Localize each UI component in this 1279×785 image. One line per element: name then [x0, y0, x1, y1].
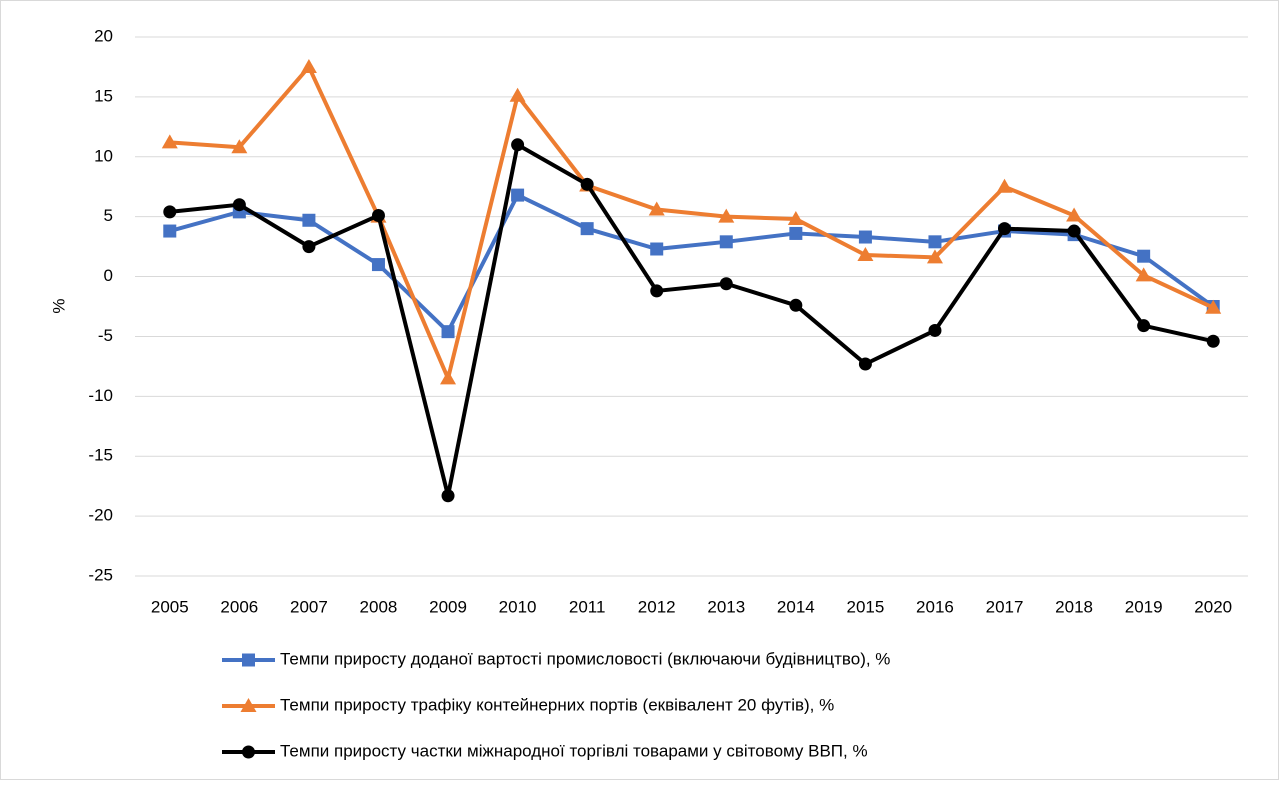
y-tick-label: -25 [88, 565, 113, 584]
x-tick-label: 2011 [569, 597, 606, 616]
data-point [509, 87, 526, 102]
data-point [580, 177, 594, 191]
data-point [371, 258, 385, 272]
data-point [1135, 267, 1152, 282]
data-point [998, 222, 1012, 236]
data-point [650, 242, 664, 256]
y-tick-label: -20 [88, 506, 113, 525]
data-point [371, 208, 385, 222]
data-point [163, 224, 177, 238]
legend-marker [242, 745, 255, 759]
x-tick-label: 2009 [429, 597, 467, 616]
data-point [302, 240, 316, 254]
data-point [926, 249, 943, 264]
legend-label: Темпи приросту трафіку контейнерних порт… [280, 695, 834, 714]
data-point [648, 201, 665, 216]
y-tick-label: -5 [98, 326, 113, 345]
data-point [163, 205, 177, 219]
y-tick-label: 10 [94, 146, 113, 165]
data-point [441, 325, 455, 339]
data-point [232, 198, 246, 212]
legend-marker [242, 653, 255, 667]
x-tick-label: 2019 [1125, 597, 1163, 616]
data-point [928, 323, 942, 337]
y-tick-label: -15 [88, 446, 113, 465]
series-line [169, 193, 1215, 334]
data-point [928, 235, 942, 249]
data-point [1067, 224, 1081, 238]
data-point [789, 226, 803, 240]
y-axis-label: % [49, 298, 68, 313]
x-tick-label: 2006 [220, 597, 258, 616]
data-point [719, 235, 733, 249]
data-point [302, 213, 316, 227]
data-point [511, 138, 525, 152]
x-tick-label: 2010 [499, 597, 537, 616]
x-tick-label: 2012 [638, 597, 676, 616]
data-point [996, 178, 1013, 193]
data-point [440, 370, 457, 385]
x-tick-label: 2018 [1055, 597, 1093, 616]
y-tick-label: 15 [94, 86, 113, 105]
data-point [1137, 319, 1151, 333]
data-point [1206, 334, 1220, 348]
x-tick-label: 2020 [1194, 597, 1232, 616]
data-point [858, 230, 872, 244]
series-line [169, 64, 1215, 381]
series-line [169, 142, 1214, 498]
data-point [231, 139, 248, 154]
data-point [857, 246, 874, 261]
legend-label: Темпи приросту частки міжнародної торгів… [280, 741, 868, 760]
data-point [718, 208, 735, 223]
data-point [1066, 207, 1083, 222]
data-point [511, 188, 525, 202]
y-tick-label: 20 [94, 26, 113, 45]
data-point [789, 298, 803, 312]
data-point [719, 277, 733, 291]
x-tick-label: 2005 [151, 597, 189, 616]
data-point [441, 489, 455, 503]
x-tick-label: 2013 [707, 597, 745, 616]
data-point [650, 284, 664, 298]
x-tick-label: 2008 [360, 597, 398, 616]
x-tick-label: 2014 [777, 597, 815, 616]
data-point [787, 211, 804, 226]
data-point [858, 357, 872, 371]
data-point [1137, 249, 1151, 263]
legend-marker [240, 698, 257, 712]
y-tick-label: -10 [88, 386, 113, 405]
x-tick-label: 2015 [846, 597, 884, 616]
y-tick-label: 0 [104, 266, 113, 285]
x-tick-label: 2016 [916, 597, 954, 616]
data-point [1205, 299, 1222, 314]
y-tick-label: 5 [104, 206, 113, 225]
data-point [580, 222, 594, 236]
x-tick-label: 2017 [986, 597, 1024, 616]
data-point [300, 58, 317, 73]
data-point [161, 134, 178, 149]
x-tick-label: 2007 [290, 597, 328, 616]
legend-label: Темпи приросту доданої вартості промисло… [280, 649, 890, 668]
